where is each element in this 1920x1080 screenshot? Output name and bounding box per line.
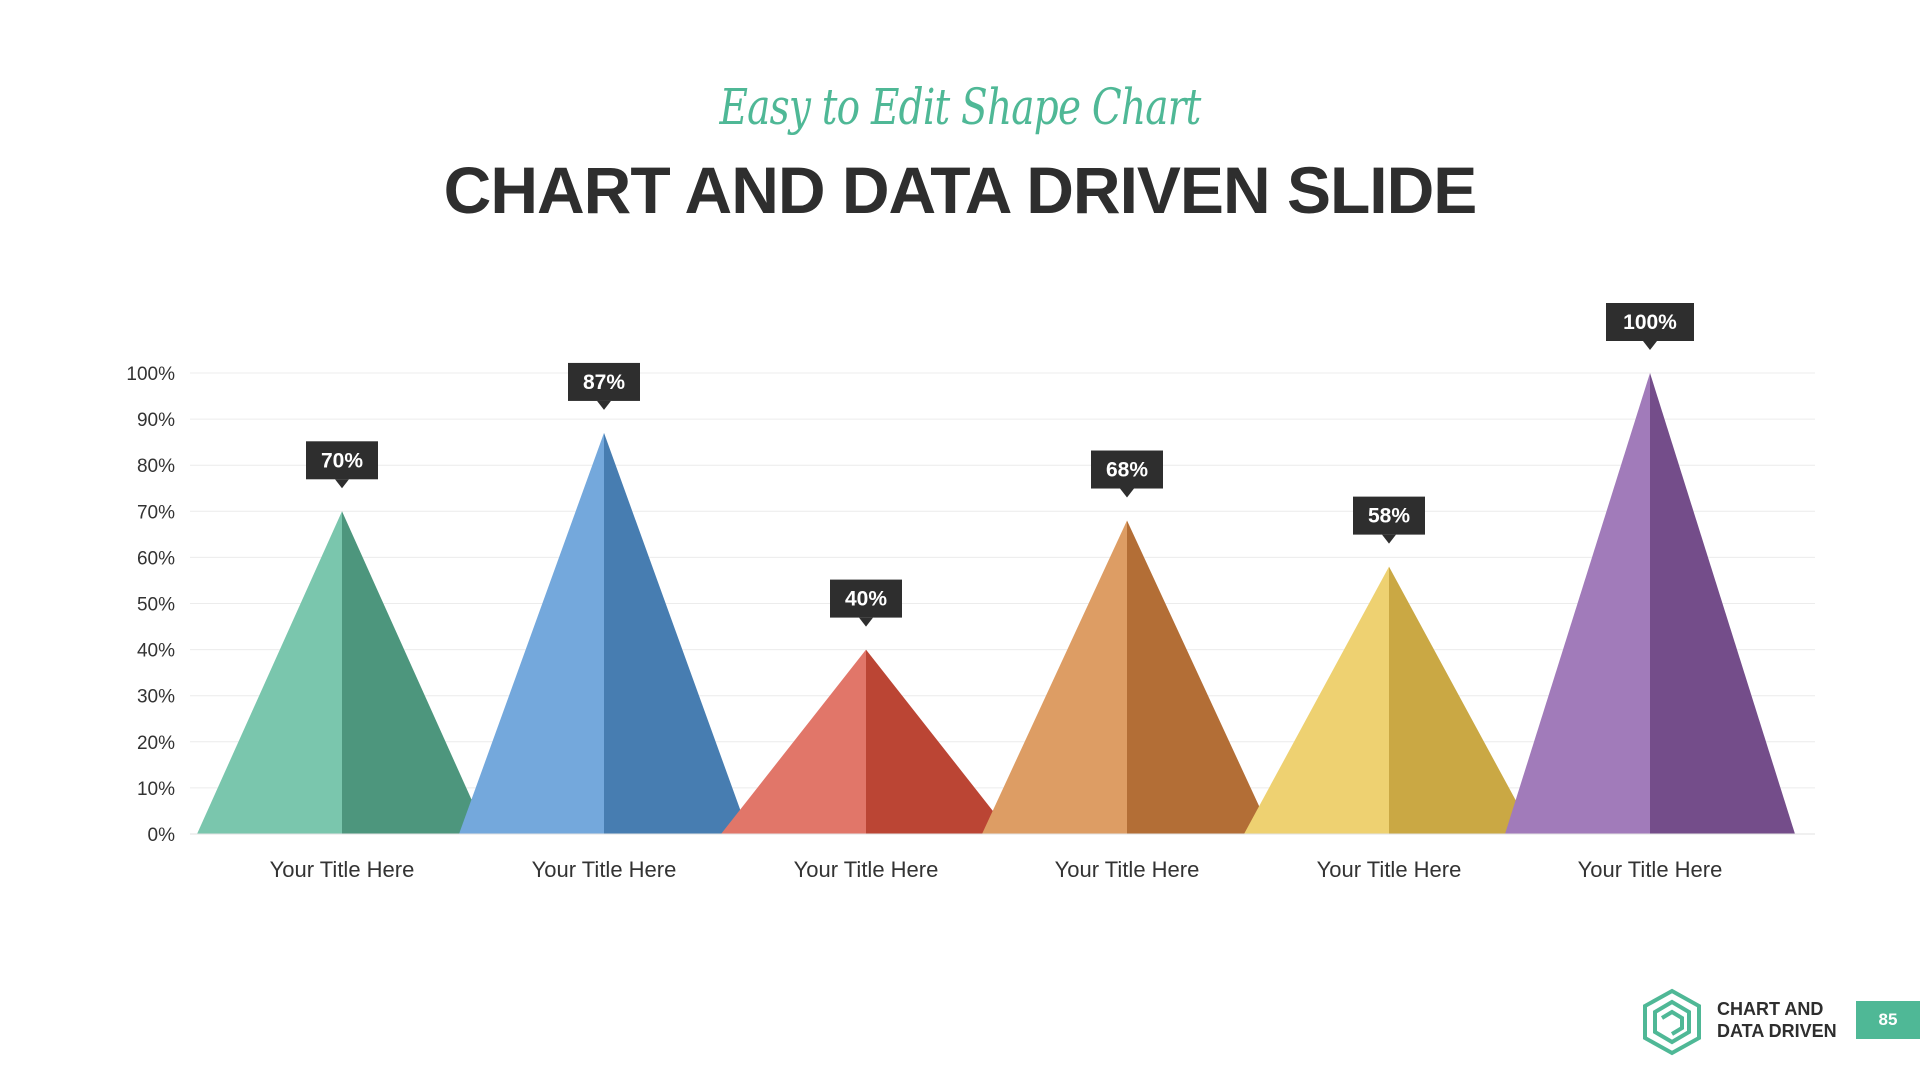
triangle-bar-right <box>1650 373 1795 834</box>
data-label: 68% <box>1106 459 1148 482</box>
y-tick-label: 20% <box>137 733 175 754</box>
x-category-label: Your Title Here <box>270 857 415 882</box>
data-label-box <box>568 362 640 401</box>
triangle-bar-right <box>342 511 487 834</box>
footer-brand-line2: DATA DRIVEN <box>1717 1021 1837 1041</box>
y-tick-label: 30% <box>137 687 175 708</box>
triangle-bar-right <box>1127 520 1272 834</box>
y-tick-label: 60% <box>137 548 175 569</box>
data-label-pointer <box>335 479 349 489</box>
data-label: 87% <box>583 371 625 394</box>
x-category-label: Your Title Here <box>1578 857 1723 882</box>
slide-subtitle: Easy to Edit Shape Chart <box>719 78 1201 136</box>
slide-title: CHART AND DATA DRIVEN SLIDE <box>443 153 1478 227</box>
data-label: 70% <box>321 449 363 472</box>
data-label-box <box>1353 496 1425 535</box>
data-label-box <box>1091 450 1163 489</box>
triangle-bar-left <box>1505 373 1650 834</box>
data-label: 40% <box>845 588 887 611</box>
data-label-pointer <box>859 617 873 627</box>
data-label-pointer <box>1120 488 1134 498</box>
triangle-bar-right <box>604 432 749 834</box>
y-tick-label: 70% <box>137 502 175 523</box>
triangle-bar-left <box>459 432 604 834</box>
page-number-badge: 85 <box>1856 1001 1920 1039</box>
x-category-label: Your Title Here <box>794 857 939 882</box>
x-category-label: Your Title Here <box>1055 857 1200 882</box>
data-label: 58% <box>1368 505 1410 528</box>
brand-logo-icon <box>1643 988 1701 1056</box>
x-category-label: Your Title Here <box>1317 857 1462 882</box>
triangle-bar-left <box>197 511 342 834</box>
data-label-pointer <box>1643 341 1657 350</box>
data-label-box <box>306 441 378 480</box>
triangle-bar-left <box>721 649 866 834</box>
y-tick-label: 10% <box>137 779 175 800</box>
triangle-bar-left <box>1244 566 1389 834</box>
data-label: 100% <box>1623 311 1677 334</box>
triangle-bar-right <box>866 649 1011 834</box>
footer-brand-text: CHART AND DATA DRIVEN <box>1717 998 1837 1042</box>
y-tick-label: 0% <box>148 825 176 846</box>
y-tick-label: 100% <box>126 364 175 385</box>
data-label-box <box>1606 303 1694 341</box>
y-tick-label: 50% <box>137 595 175 616</box>
y-tick-label: 40% <box>137 641 175 662</box>
y-tick-label: 80% <box>137 456 175 477</box>
data-label-pointer <box>1382 534 1396 544</box>
triangle-bar-left <box>982 520 1127 834</box>
y-tick-label: 90% <box>137 410 175 431</box>
x-category-label: Your Title Here <box>532 857 677 882</box>
data-label-box <box>830 579 902 618</box>
footer-brand-line1: CHART AND <box>1717 999 1824 1019</box>
triangle-bar-right <box>1389 566 1534 834</box>
data-label-pointer <box>597 400 611 410</box>
